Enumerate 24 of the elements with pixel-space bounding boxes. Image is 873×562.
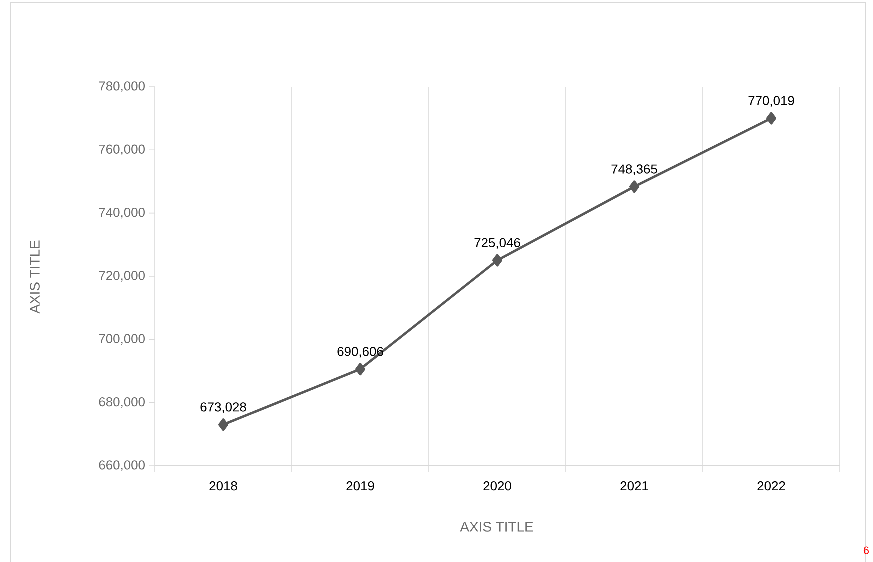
- point: [356, 363, 366, 376]
- y-tick-label: 760,000: [99, 144, 145, 156]
- y-tick-label: 680,000: [99, 397, 145, 408]
- point: [218, 418, 228, 432]
- data-label: 770,019: [748, 96, 794, 107]
- data-label: 673,028: [200, 402, 246, 414]
- x-tick-label: 2021: [620, 482, 648, 491]
- x-tick-label: 2020: [484, 482, 512, 491]
- y-axis-title: AXIS TITLE: [30, 240, 40, 314]
- data-label: 748,365: [612, 164, 658, 176]
- point: [630, 180, 640, 194]
- y-tick-label: 740,000: [99, 208, 145, 219]
- y-tick-label: 700,000: [99, 334, 145, 345]
- point: [492, 254, 503, 267]
- x-tick-label: 2019: [346, 482, 374, 491]
- y-tick-label: 780,000: [99, 82, 145, 92]
- x-tick-label: 2022: [758, 482, 786, 491]
- x-axis-title: AXIS TITLE: [460, 522, 534, 532]
- y-tick-label: 660,000: [99, 460, 145, 472]
- text: 6: [864, 546, 869, 554]
- point: [766, 112, 777, 125]
- x-tick-label: 2018: [210, 482, 238, 491]
- y-tick-label: 720,000: [99, 271, 145, 282]
- data-label: 725,046: [474, 238, 520, 250]
